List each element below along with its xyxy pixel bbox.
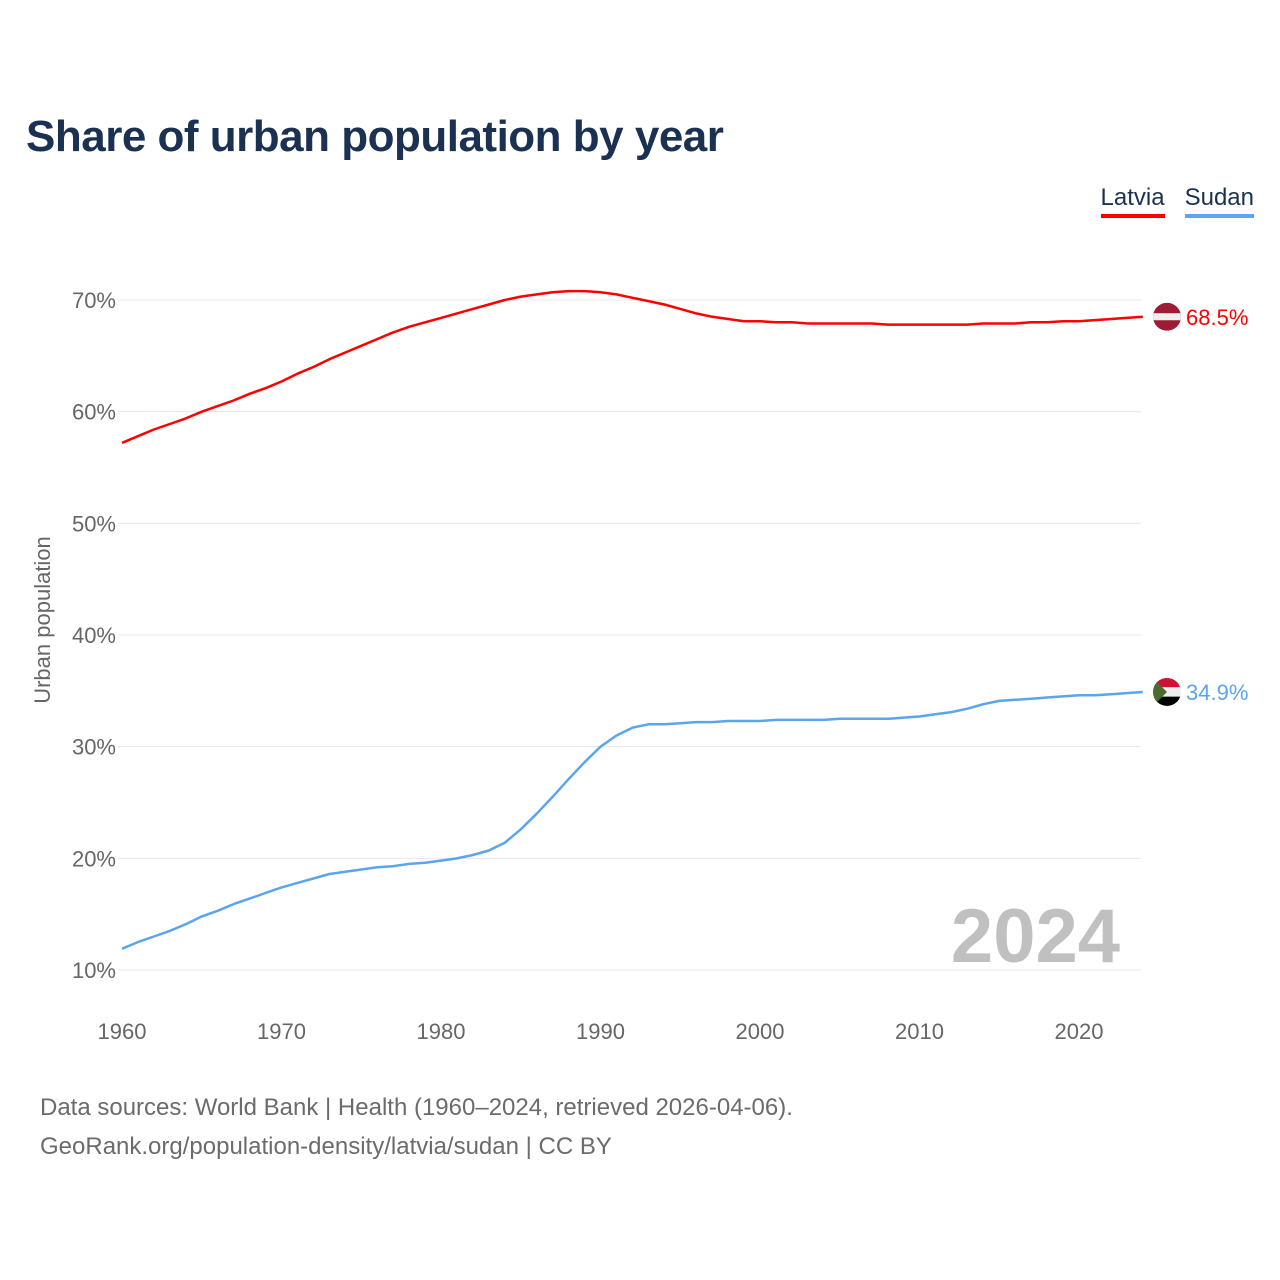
end-value-label-latvia: 68.5% — [1186, 305, 1248, 330]
y-tick-label: 30% — [72, 735, 116, 760]
legend-item-latvia[interactable]: Latvia — [1100, 184, 1165, 218]
chart-title: Share of urban population by year — [26, 112, 724, 161]
y-axis-label: Urban population — [30, 536, 55, 704]
y-tick-label: 10% — [72, 958, 116, 983]
latvia-flag-icon — [1153, 302, 1181, 331]
x-tick-label: 1980 — [417, 1019, 466, 1044]
sudan-flag-icon — [1153, 677, 1181, 706]
legend-item-sudan[interactable]: Sudan — [1184, 184, 1254, 218]
source-link[interactable]: GeoRank.org/population-density/latvia/su… — [40, 1133, 612, 1160]
legend: Latvia Sudan — [1100, 184, 1254, 218]
year-watermark: 2024 — [951, 894, 1120, 979]
series-line-sudan — [121, 690, 1143, 950]
x-tick-label: 2000 — [736, 1019, 785, 1044]
x-tick-label: 2010 — [895, 1019, 944, 1044]
y-tick-label: 60% — [72, 400, 116, 425]
y-tick-label: 40% — [72, 623, 116, 648]
end-value-label-sudan: 34.9% — [1186, 680, 1248, 705]
x-tick-label: 1990 — [576, 1019, 625, 1044]
series-line-latvia — [121, 289, 1143, 445]
data-sources: Data sources: World Bank | Health (1960–… — [40, 1094, 793, 1121]
y-tick-label: 70% — [72, 288, 116, 313]
x-tick-label: 1970 — [257, 1019, 306, 1044]
y-tick-label: 20% — [72, 846, 116, 871]
x-tick-label: 2020 — [1055, 1019, 1104, 1044]
footer: Data sources: World Bank | Health (1960–… — [40, 1088, 793, 1166]
y-tick-label: 50% — [72, 511, 116, 536]
x-tick-label: 1960 — [98, 1019, 147, 1044]
